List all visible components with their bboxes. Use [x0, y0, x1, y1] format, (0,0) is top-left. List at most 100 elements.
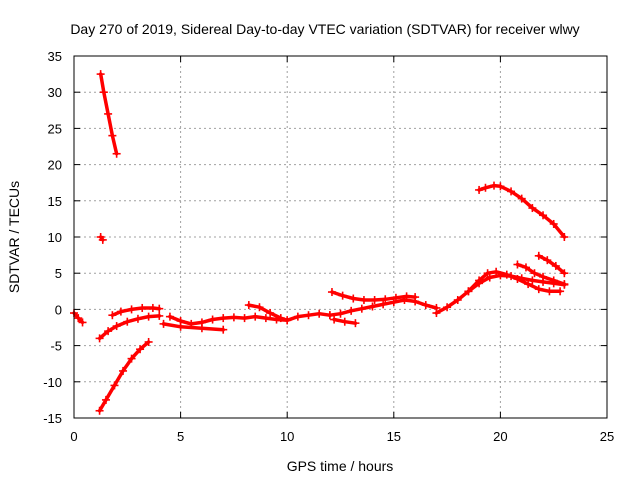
data-point — [521, 263, 530, 272]
data-point — [112, 322, 121, 331]
data-point — [530, 269, 539, 278]
data-point — [481, 183, 490, 192]
data-point — [74, 314, 83, 323]
data-point — [483, 269, 492, 278]
data-point — [108, 311, 117, 320]
x-tick-label: 5 — [177, 429, 184, 444]
data-point — [391, 293, 400, 302]
data-point — [543, 256, 552, 265]
data-point — [560, 269, 569, 278]
data-point — [219, 314, 228, 323]
data-point — [502, 270, 511, 279]
data-point — [293, 312, 302, 321]
series-arc-9 — [244, 301, 292, 325]
y-tick-label: -15 — [43, 411, 62, 426]
series-arc-3 — [96, 233, 107, 244]
y-tick-label: 30 — [48, 85, 62, 100]
x-tick-label: 20 — [493, 429, 507, 444]
data-point — [304, 311, 313, 320]
data-point — [549, 276, 558, 285]
data-point — [101, 395, 110, 404]
data-point — [336, 309, 345, 318]
data-point — [123, 317, 132, 326]
data-point — [261, 314, 270, 323]
series-arc-2 — [96, 70, 121, 158]
data-point — [517, 194, 526, 203]
series-arc-7 — [165, 309, 334, 328]
data-point — [359, 295, 368, 304]
data-point — [112, 149, 121, 158]
y-tick-label: -10 — [43, 375, 62, 390]
y-tick-label: 35 — [48, 49, 62, 64]
data-point — [381, 295, 390, 304]
data-point — [155, 304, 164, 313]
y-axis-label: SDTVAR / TECUs — [6, 181, 22, 293]
y-tick-label: 10 — [48, 230, 62, 245]
data-point — [338, 291, 347, 300]
data-point — [176, 322, 185, 331]
data-point — [513, 274, 522, 283]
data-point — [119, 366, 128, 375]
series-arc-16 — [513, 260, 569, 289]
data-point — [138, 303, 147, 312]
data-point — [244, 301, 253, 310]
data-point — [116, 307, 125, 316]
data-point — [560, 280, 569, 289]
series-trace — [161, 322, 225, 332]
data-point — [421, 301, 430, 310]
data-point — [266, 309, 275, 318]
y-tick-label: -5 — [50, 339, 62, 354]
data-point — [549, 219, 558, 228]
data-point — [351, 319, 360, 328]
series-arc-14 — [464, 267, 565, 296]
data-point — [127, 354, 136, 363]
data-point — [539, 211, 548, 220]
data-point — [545, 287, 554, 296]
data-point — [197, 324, 206, 333]
y-tick-label: 5 — [55, 266, 62, 281]
data-point — [560, 233, 569, 241]
data-point — [127, 305, 136, 314]
data-series — [70, 70, 569, 415]
data-point — [330, 315, 339, 324]
data-point — [528, 276, 537, 285]
series-arc-1 — [70, 309, 87, 327]
data-point — [534, 251, 543, 260]
x-tick-label: 15 — [387, 429, 401, 444]
series-arc-4 — [95, 337, 153, 415]
data-point — [556, 287, 565, 296]
data-point — [528, 204, 537, 213]
data-point — [240, 314, 249, 323]
chart-title: Day 270 of 2019, Sidereal Day-to-day VTE… — [70, 21, 579, 37]
data-point — [98, 235, 107, 244]
data-point — [110, 381, 119, 390]
data-point — [165, 312, 174, 321]
data-point — [453, 295, 462, 304]
series-trace — [477, 183, 567, 239]
data-point — [340, 317, 349, 326]
data-point — [108, 131, 117, 140]
grid — [74, 56, 607, 418]
data-point — [95, 334, 104, 343]
data-point — [370, 295, 379, 304]
data-point — [255, 303, 264, 312]
data-point — [539, 272, 548, 281]
data-point — [534, 285, 543, 294]
y-tick-label: 25 — [48, 121, 62, 136]
data-point — [349, 294, 358, 303]
data-point — [96, 70, 105, 79]
series-arc-6 — [108, 303, 164, 320]
data-point — [464, 287, 473, 296]
data-point — [507, 187, 516, 196]
series-arc-11 — [330, 315, 360, 328]
series-arc-12 — [327, 288, 420, 304]
data-point — [432, 309, 441, 318]
data-point — [551, 261, 560, 270]
data-point — [229, 313, 238, 322]
x-tick-label: 25 — [600, 429, 614, 444]
data-point — [513, 260, 522, 269]
x-axis-label: GPS time / hours — [287, 458, 394, 474]
y-tick-label: 0 — [55, 302, 62, 317]
data-point — [104, 109, 113, 118]
